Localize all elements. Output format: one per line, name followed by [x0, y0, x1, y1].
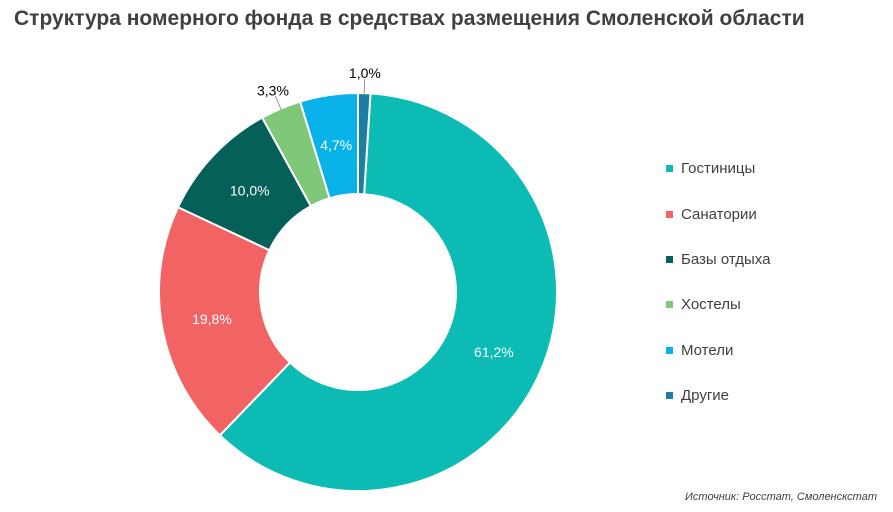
- legend-swatch: [666, 165, 673, 173]
- legend-swatch: [666, 346, 673, 354]
- legend-swatch: [666, 255, 673, 263]
- legend-label: Базы отдыха: [681, 250, 771, 268]
- legend-swatch: [666, 301, 673, 309]
- legend-swatch: [666, 210, 673, 218]
- slice-sanatorii: [158, 205, 292, 437]
- legend-label: Гостиницы: [681, 160, 756, 178]
- legend-item-sanatorii: Санатории: [666, 191, 770, 236]
- data-label-gostinitsy: 61,2%: [474, 344, 514, 360]
- data-label-moteli: 4,7%: [320, 137, 352, 153]
- slice-gostinitsy: [218, 92, 558, 492]
- legend-swatch: [666, 392, 673, 400]
- chart-legend: Гостиницы Санатории Базы отдыха Хостелы …: [666, 146, 770, 418]
- data-label-drugie: 1,0%: [349, 65, 381, 81]
- legend-label: Мотели: [681, 341, 734, 359]
- leader-line-drugie: [363, 79, 366, 96]
- data-label-bazy-otdykha: 10,0%: [230, 182, 270, 198]
- source-note: Источник: Росстат, Смоленскстат: [685, 491, 877, 503]
- legend-item-hostely: Хостелы: [666, 282, 770, 327]
- legend-item-bazy-otdykha: Базы отдыха: [666, 237, 770, 282]
- leader-line-hostely: [274, 95, 282, 111]
- legend-item-drugie: Другие: [666, 373, 770, 418]
- legend-item-gostinitsy: Гостиницы: [666, 146, 770, 191]
- legend-item-moteli: Мотели: [666, 328, 770, 373]
- data-label-hostely: 3,3%: [257, 82, 289, 98]
- legend-label: Другие: [681, 387, 730, 405]
- legend-label: Санатории: [681, 205, 757, 223]
- data-label-sanatorii: 19,8%: [192, 311, 232, 327]
- legend-label: Хостелы: [681, 296, 741, 314]
- slice-drugie: [357, 91, 372, 196]
- chart-title: Структура номерного фонда в средствах ра…: [14, 7, 805, 30]
